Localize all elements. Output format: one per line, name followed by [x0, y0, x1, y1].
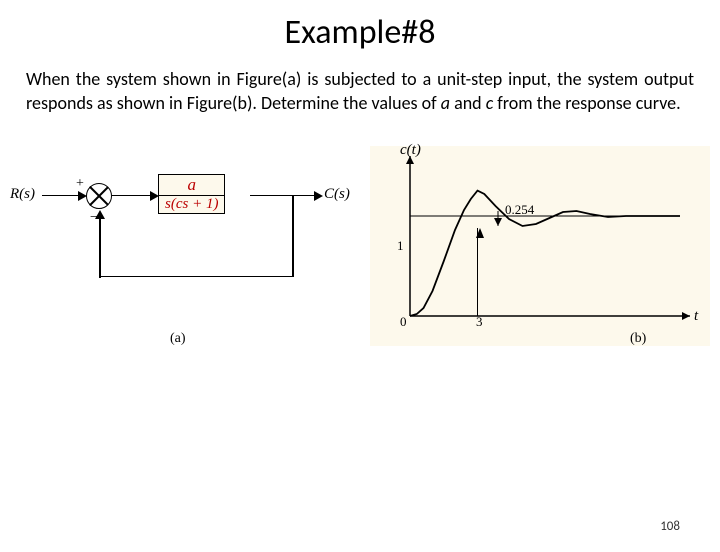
- figure-b: c(t) t 1 0 3 0.254 (b): [370, 146, 710, 376]
- x-axis-label: t: [694, 308, 698, 325]
- input-label: R(s): [10, 186, 35, 203]
- line-fb-across: [99, 276, 294, 278]
- summing-junction: [86, 183, 112, 209]
- output-label: C(s): [324, 186, 350, 203]
- figures-row: R(s) + − a s(cs + 1) C(s) (a): [0, 146, 720, 376]
- tf-numerator: a: [159, 175, 224, 196]
- sum-plus: +: [76, 176, 84, 192]
- y-axis-label: c(t): [400, 142, 421, 159]
- figure-a-caption: (a): [170, 331, 186, 347]
- response-plot: [370, 146, 710, 346]
- problem-text-mid: and: [450, 92, 486, 114]
- transfer-function-box: a s(cs + 1): [158, 174, 225, 214]
- arrow-fb-icon: [95, 210, 105, 219]
- tp-tick-label: 3: [476, 314, 483, 330]
- arrow-out-icon: [314, 191, 323, 201]
- page-number: 108: [660, 519, 680, 534]
- problem-statement: When the system shown in Figure(a) is su…: [0, 67, 720, 116]
- line-fb-up: [99, 218, 101, 278]
- origin-label: 0: [400, 314, 407, 330]
- y-ss-tick-label: 1: [397, 238, 404, 254]
- line-out: [250, 195, 316, 197]
- page-title: Example#8: [0, 12, 720, 53]
- tf-denominator: s(cs + 1): [159, 196, 224, 213]
- problem-text-post: from the response curve.: [493, 92, 680, 114]
- figure-b-caption: (b): [630, 331, 646, 347]
- line-fb-down: [292, 195, 294, 277]
- line-sum-to-tf: [112, 195, 152, 197]
- figure-a: R(s) + − a s(cs + 1) C(s) (a): [10, 146, 360, 376]
- line-in: [42, 195, 80, 197]
- overshoot-label: 0.254: [505, 202, 534, 218]
- problem-var-a: a: [441, 92, 450, 114]
